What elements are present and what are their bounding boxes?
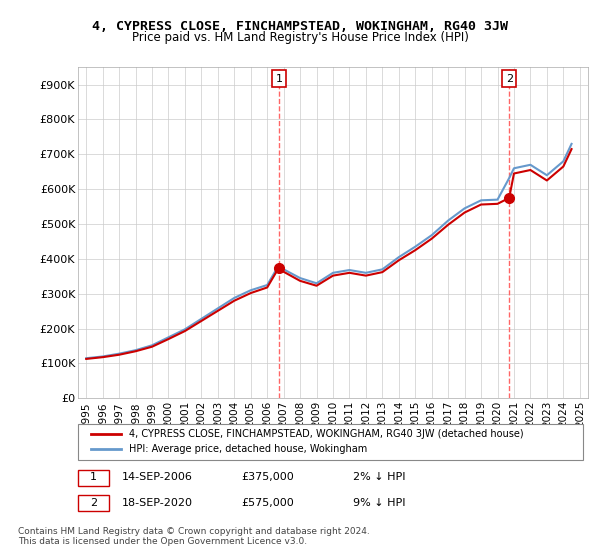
Text: 2% ↓ HPI: 2% ↓ HPI — [353, 472, 406, 482]
Text: HPI: Average price, detached house, Wokingham: HPI: Average price, detached house, Woki… — [129, 445, 367, 455]
Text: £575,000: £575,000 — [241, 498, 294, 508]
Text: 4, CYPRESS CLOSE, FINCHAMPSTEAD, WOKINGHAM, RG40 3JW (detached house): 4, CYPRESS CLOSE, FINCHAMPSTEAD, WOKINGH… — [129, 430, 524, 440]
FancyBboxPatch shape — [78, 424, 583, 460]
Text: 2: 2 — [90, 498, 97, 508]
Text: £375,000: £375,000 — [241, 472, 294, 482]
Text: 1: 1 — [90, 472, 97, 482]
Text: 9% ↓ HPI: 9% ↓ HPI — [353, 498, 406, 508]
Text: 4, CYPRESS CLOSE, FINCHAMPSTEAD, WOKINGHAM, RG40 3JW: 4, CYPRESS CLOSE, FINCHAMPSTEAD, WOKINGH… — [92, 20, 508, 32]
Text: 18-SEP-2020: 18-SEP-2020 — [121, 498, 193, 508]
Text: 1: 1 — [275, 74, 283, 84]
FancyBboxPatch shape — [78, 496, 109, 511]
Text: 14-SEP-2006: 14-SEP-2006 — [121, 472, 192, 482]
Text: 2: 2 — [506, 74, 513, 84]
Text: Price paid vs. HM Land Registry's House Price Index (HPI): Price paid vs. HM Land Registry's House … — [131, 31, 469, 44]
FancyBboxPatch shape — [78, 470, 109, 486]
Text: Contains HM Land Registry data © Crown copyright and database right 2024.
This d: Contains HM Land Registry data © Crown c… — [18, 526, 370, 546]
